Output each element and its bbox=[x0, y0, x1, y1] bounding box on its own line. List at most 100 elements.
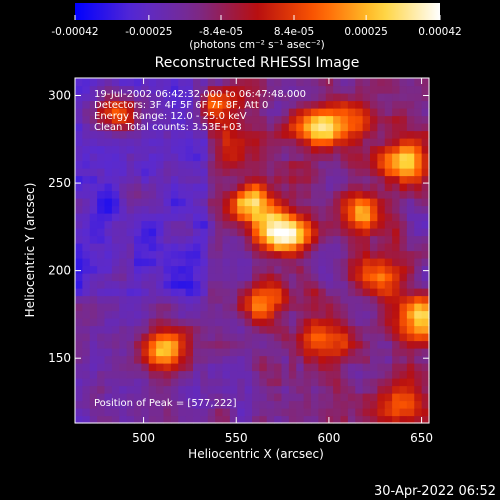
heatmap-cell bbox=[104, 400, 113, 409]
heatmap-cell bbox=[362, 415, 371, 424]
heatmap-cell bbox=[111, 273, 120, 282]
heatmap-cell bbox=[399, 333, 408, 342]
heatmap-cell bbox=[229, 288, 238, 297]
heatmap-cell bbox=[333, 198, 342, 207]
heatmap-cell bbox=[303, 393, 312, 402]
heatmap-cell bbox=[370, 310, 378, 319]
heatmap-cell bbox=[200, 205, 209, 214]
heatmap-cell bbox=[200, 100, 209, 109]
heatmap-cell bbox=[414, 220, 423, 229]
heatmap-cell bbox=[156, 115, 165, 124]
heatmap-cell bbox=[384, 220, 393, 229]
heatmap-cell bbox=[82, 333, 91, 342]
heatmap-cell bbox=[244, 213, 253, 222]
heatmap-cell bbox=[97, 138, 106, 147]
heatmap-cell bbox=[288, 168, 297, 177]
heatmap-cell bbox=[126, 168, 135, 177]
heatmap-cell bbox=[111, 160, 120, 169]
heatmap-cell bbox=[207, 325, 216, 334]
heatmap-cell bbox=[414, 303, 423, 312]
heatmap-cell bbox=[97, 348, 106, 357]
heatmap-cell bbox=[370, 160, 378, 169]
heatmap-cell bbox=[75, 318, 83, 327]
heatmap-cell bbox=[377, 115, 386, 124]
heatmap-cell bbox=[82, 370, 91, 379]
heatmap-cell bbox=[414, 108, 423, 117]
heatmap-cell bbox=[318, 130, 327, 139]
heatmap-cell bbox=[318, 190, 327, 199]
heatmap-cell bbox=[421, 333, 430, 342]
heatmap-cell bbox=[178, 250, 187, 259]
heatmap-cell bbox=[370, 408, 378, 417]
heatmap-cell bbox=[392, 130, 401, 139]
heatmap-cell bbox=[163, 265, 172, 274]
heatmap-cell bbox=[406, 408, 415, 417]
heatmap-cell bbox=[392, 153, 401, 162]
heatmap-cell bbox=[355, 220, 364, 229]
heatmap-cell bbox=[215, 183, 224, 192]
heatmap-cell bbox=[296, 243, 305, 252]
heatmap-cell bbox=[370, 318, 378, 327]
heatmap-cell bbox=[399, 190, 408, 199]
heatmap-cell bbox=[266, 355, 275, 364]
heatmap-cell bbox=[252, 303, 260, 312]
heatmap-cell bbox=[200, 400, 209, 409]
heatmap-cell bbox=[266, 190, 275, 199]
heatmap-cell bbox=[229, 115, 238, 124]
heatmap-cell bbox=[119, 85, 128, 94]
heatmap-cell bbox=[134, 168, 142, 177]
heatmap-cell bbox=[414, 355, 423, 364]
heatmap-cell bbox=[384, 318, 393, 327]
heatmap-cell bbox=[362, 288, 371, 297]
heatmap-cell bbox=[399, 303, 408, 312]
heatmap-cell bbox=[347, 168, 356, 177]
heatmap-cell bbox=[126, 220, 135, 229]
heatmap-cell bbox=[148, 220, 157, 229]
heatmap-cell bbox=[266, 235, 275, 244]
heatmap-cell bbox=[259, 228, 268, 237]
heatmap-cell bbox=[156, 273, 165, 282]
heatmap-cell bbox=[156, 408, 165, 417]
heatmap-cell bbox=[82, 288, 91, 297]
heatmap-cell bbox=[104, 145, 113, 154]
y-tick-label: 200 bbox=[48, 264, 71, 278]
heatmap-cell bbox=[325, 205, 334, 214]
heatmap-cell bbox=[281, 108, 290, 117]
heatmap-cell bbox=[259, 400, 268, 409]
heatmap-cell bbox=[104, 310, 113, 319]
heatmap-cell bbox=[126, 393, 135, 402]
heatmap-cell bbox=[170, 393, 179, 402]
heatmap-cell bbox=[170, 258, 179, 267]
heatmap-cell bbox=[266, 198, 275, 207]
heatmap-cell bbox=[259, 78, 268, 87]
heatmap-cell bbox=[134, 138, 142, 147]
heatmap-cell bbox=[347, 258, 356, 267]
heatmap-cell bbox=[237, 85, 246, 94]
heatmap-cell bbox=[414, 123, 423, 132]
heatmap-cell bbox=[303, 378, 312, 387]
heatmap-cell bbox=[288, 138, 297, 147]
heatmap-cell bbox=[141, 235, 150, 244]
heatmap-cell bbox=[200, 318, 209, 327]
heatmap-cell bbox=[141, 265, 150, 274]
heatmap-cell bbox=[237, 325, 246, 334]
heatmap-cell bbox=[362, 363, 371, 372]
heatmap-cell bbox=[82, 355, 91, 364]
heatmap-cell bbox=[207, 333, 216, 342]
heatmap-cell bbox=[148, 228, 157, 237]
heatmap-cell bbox=[399, 385, 408, 394]
heatmap-cell bbox=[355, 198, 364, 207]
heatmap-cell bbox=[89, 183, 98, 192]
heatmap-cell bbox=[89, 100, 98, 109]
heatmap-cell bbox=[215, 228, 224, 237]
heatmap-cell bbox=[281, 355, 290, 364]
heatmap-cell bbox=[75, 258, 83, 267]
heatmap-cell bbox=[237, 228, 246, 237]
heatmap-cell bbox=[178, 153, 187, 162]
heatmap-cell bbox=[362, 168, 371, 177]
heatmap-cell bbox=[340, 78, 349, 87]
heatmap-cell bbox=[406, 273, 415, 282]
heatmap-cell bbox=[89, 175, 98, 184]
annotation-time: 19-Jul-2002 06:42:32.000 to 06:47:48.000 bbox=[94, 89, 306, 100]
heatmap-cell bbox=[237, 400, 246, 409]
